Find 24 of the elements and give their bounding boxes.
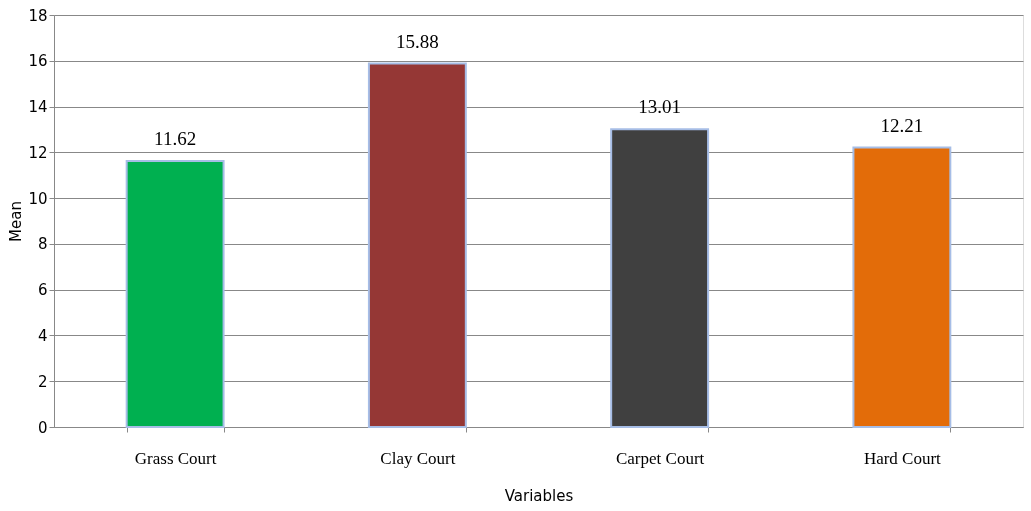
data-label: 15.88 [396, 30, 439, 52]
y-tick-label: 4 [37, 326, 48, 345]
data-label: 11.62 [154, 128, 197, 150]
bar [367, 62, 467, 428]
y-tick-label: 14 [28, 98, 48, 117]
y-tick-label: 0 [37, 418, 48, 437]
bar [125, 160, 225, 428]
x-tick-label: Clay Court [380, 448, 456, 468]
x-tick-label: Hard Court [863, 448, 942, 468]
y-tick-label: 10 [28, 189, 48, 208]
x-axis-title: Variables [504, 486, 574, 505]
bar [852, 146, 952, 428]
x-tick-label: Carpet Court [615, 448, 705, 468]
y-tick-label: 8 [37, 235, 48, 254]
y-tick-label: 12 [28, 143, 48, 162]
data-label: 12.21 [880, 114, 924, 136]
y-tick-label: 6 [37, 281, 48, 300]
y-tick-label: 2 [37, 372, 48, 391]
y-tick-label: 16 [28, 52, 48, 71]
x-tick-label: Grass Court [134, 448, 217, 468]
y-axis-title: Mean [7, 201, 26, 242]
y-tick-label: 18 [28, 6, 48, 25]
data-label: 13.01 [638, 96, 681, 118]
bar [610, 128, 710, 428]
